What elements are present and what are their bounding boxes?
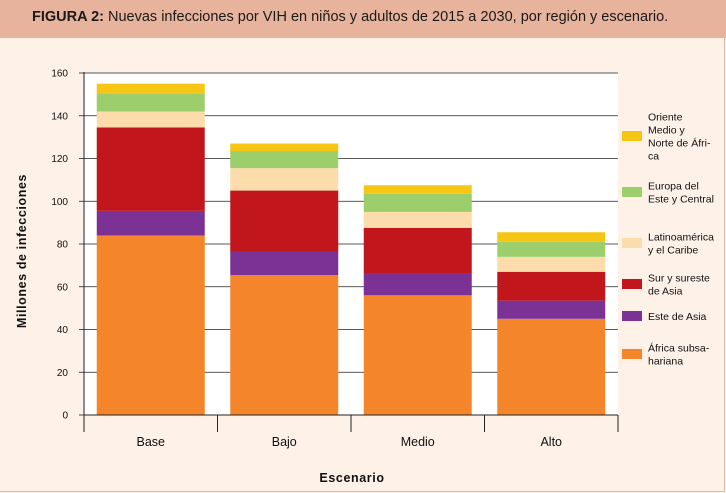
x-tick-label: Alto	[540, 435, 562, 449]
bar-segment	[230, 251, 339, 275]
y-axis-title: Millones de infecciones	[15, 174, 29, 328]
legend-label: Este de Asia	[648, 311, 707, 323]
figure-title-prefix: FIGURA 2:	[32, 9, 104, 25]
bar-segment	[497, 271, 606, 301]
y-tick-label: 120	[51, 154, 68, 165]
legend-swatch	[622, 311, 642, 321]
bar-segment	[96, 210, 205, 236]
bar-segment	[96, 127, 205, 211]
y-tick-label: 80	[57, 240, 69, 251]
figure-title: FIGURA 2: Nuevas infecciones por VIH en …	[32, 9, 668, 25]
title-bar: FIGURA 2: Nuevas infecciones por VIH en …	[0, 0, 726, 38]
bar-segment	[497, 300, 606, 319]
legend-swatch	[622, 238, 642, 248]
x-tick-label: Medio	[401, 435, 435, 449]
legend-swatch	[622, 279, 642, 289]
legend-swatch	[622, 131, 642, 141]
y-tick-label: 60	[57, 282, 69, 293]
bar-segment	[363, 273, 472, 296]
bar-segment	[363, 227, 472, 274]
bar-segment	[497, 318, 606, 415]
bar-segment	[96, 235, 205, 415]
bar-segment	[230, 274, 339, 415]
legend-label: Latinoamérica y el Caribe	[648, 232, 714, 257]
bars	[96, 83, 606, 415]
bar-segment	[96, 83, 205, 94]
bar-segment	[497, 232, 606, 242]
bar-segment	[497, 241, 606, 257]
x-tick-label: Bajo	[272, 435, 297, 449]
x-tick-label: Base	[137, 435, 166, 449]
figure-title-text: Nuevas infecciones por VIH en niños y ad…	[103, 9, 669, 25]
legend-label: Europa del Este y Central	[648, 181, 714, 206]
bar-segment	[230, 143, 339, 152]
y-tick-label: 40	[57, 325, 69, 336]
bar-segment	[363, 295, 472, 415]
y-tick-label: 140	[51, 111, 68, 122]
legend-swatch	[622, 187, 642, 197]
bar-segment	[230, 151, 339, 169]
legend-label: África subsa-hariana	[648, 342, 710, 368]
bar-segment	[96, 111, 205, 128]
axes: 0 20 40 60 80 100 120 140 160 Base Bajo Medio Alto	[51, 69, 619, 449]
y-tick-label: 100	[51, 197, 68, 208]
bar-segment	[497, 256, 606, 272]
y-tick-label: 160	[51, 69, 68, 80]
legend-label: Sur y sureste de Asia	[648, 273, 710, 298]
bar-segment	[96, 93, 205, 112]
bar-segment	[363, 211, 472, 228]
bar-segment	[363, 193, 472, 212]
y-tick-label: 20	[57, 368, 69, 379]
bar-segment	[230, 168, 339, 191]
legend-label: Oriente Medio y Norte de Áfri-ca	[648, 112, 711, 163]
y-tick-label: 0	[62, 411, 68, 422]
legend-swatch	[622, 349, 642, 359]
legend: Oriente Medio y Norte de Áfri-ca Europa del…	[622, 112, 714, 368]
x-axis-title: Escenario	[319, 471, 384, 485]
bar-segment	[363, 185, 472, 194]
bar-segment	[230, 190, 339, 252]
